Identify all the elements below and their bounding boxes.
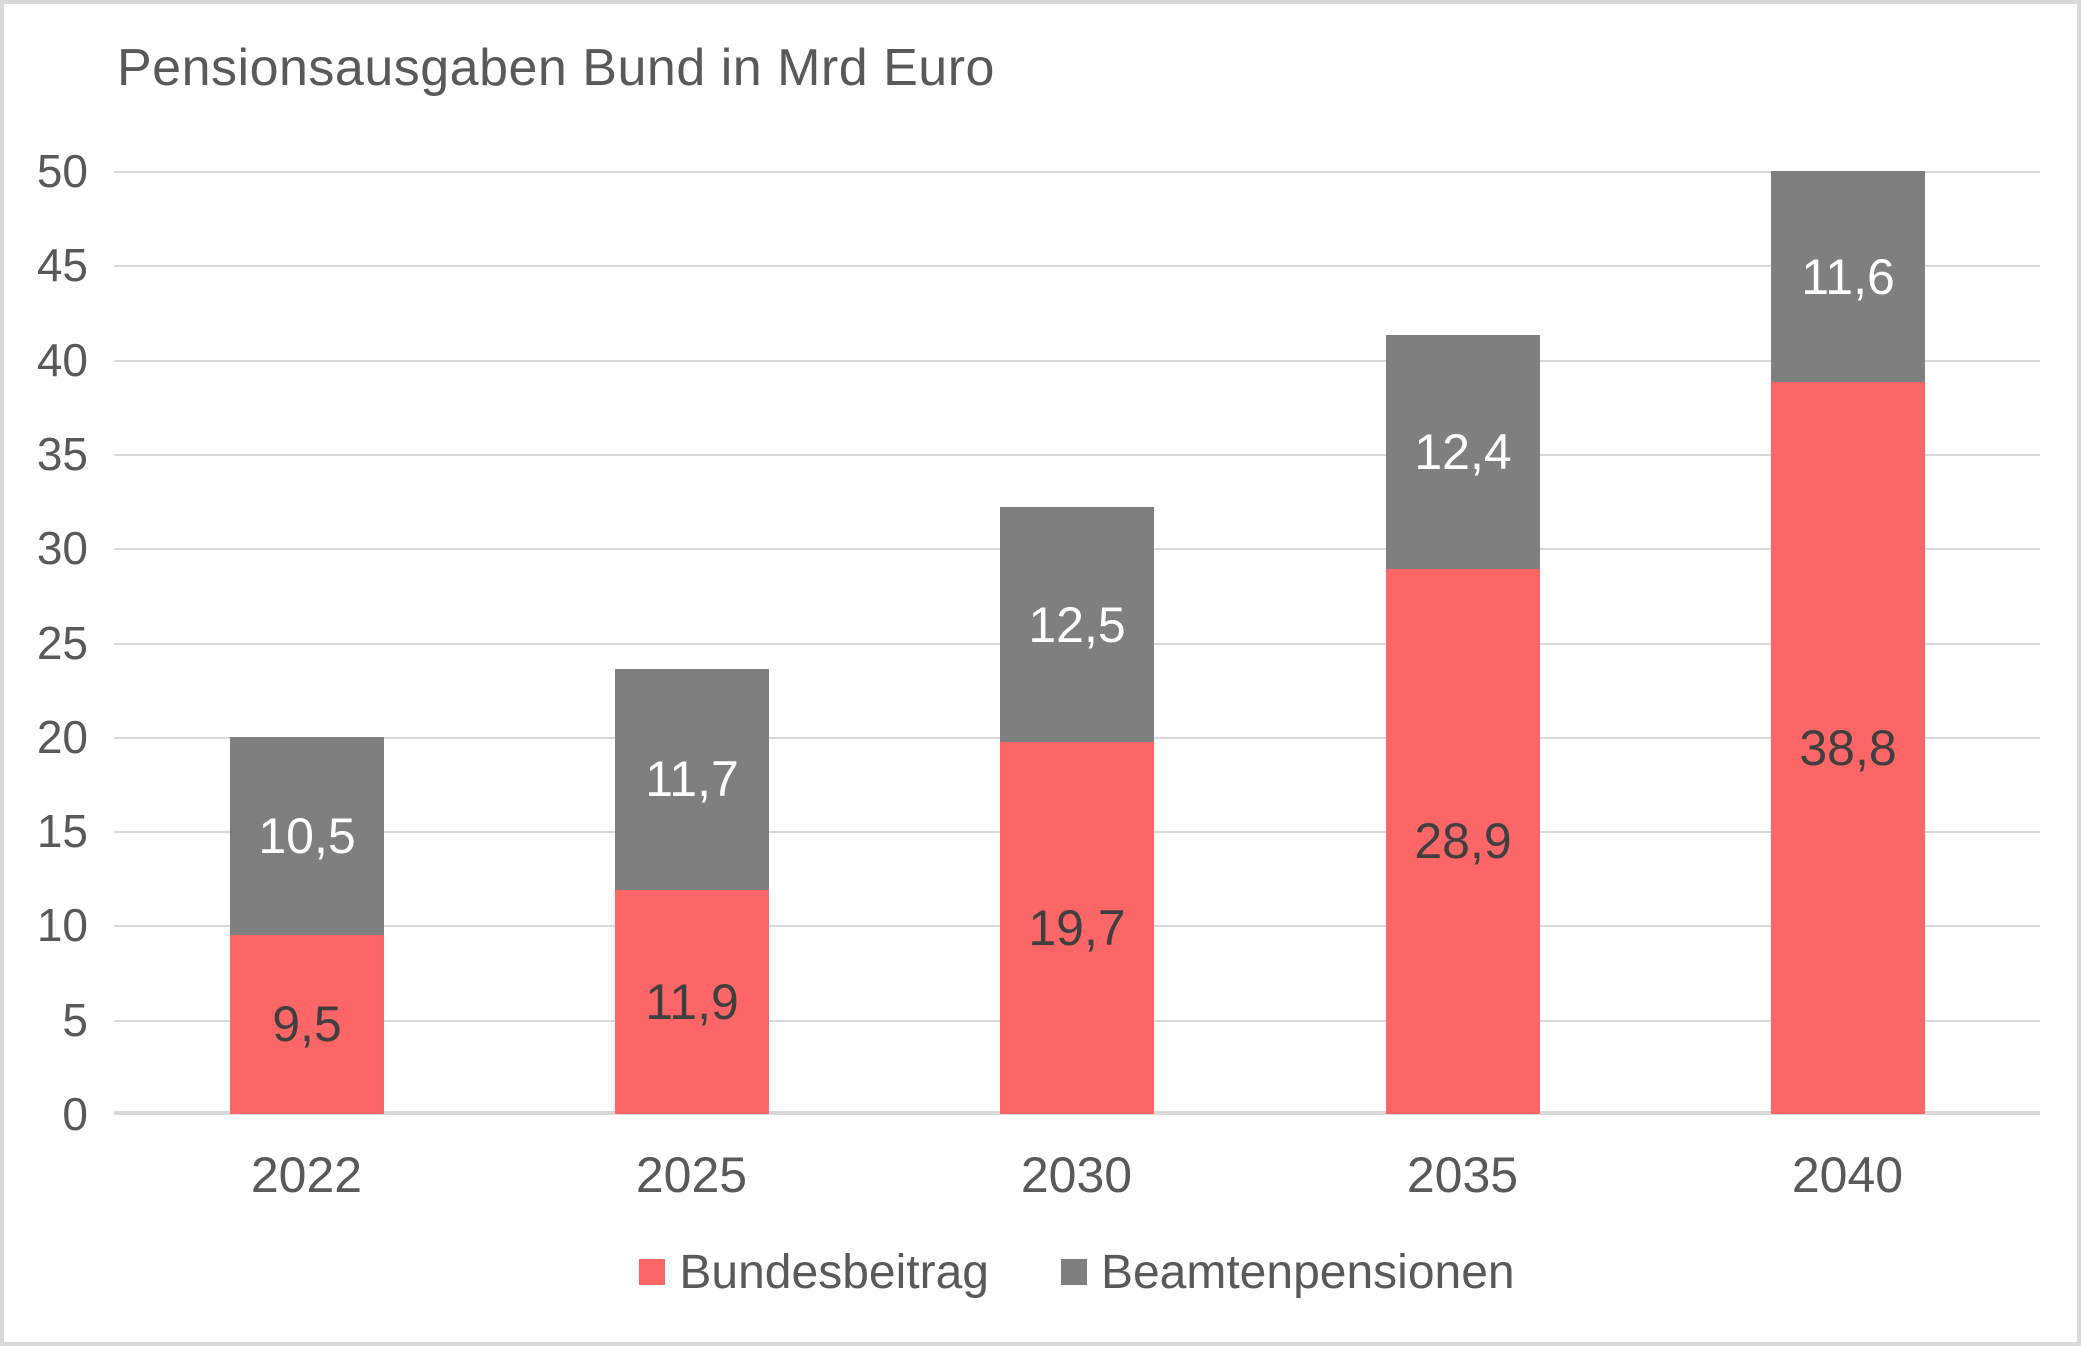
y-tick-label: 5 [62,994,88,1046]
bar-slot-2022: 9,5 10,5 [114,171,499,1114]
legend-swatch-icon [639,1259,666,1285]
data-label: 9,5 [272,996,342,1053]
x-axis-label-2035: 2035 [1406,1147,1519,1203]
bar-segment-bundesbeitrag-2030: 19,7 [1000,742,1154,1114]
data-label: 28,9 [1414,813,1512,870]
legend-label: Bundesbeitrag [679,1245,989,1299]
bar-segment-beamtenpensionen-2040: 11,6 [1771,171,1925,383]
bar-segment-bundesbeitrag-2040: 38,8 [1771,382,1925,1114]
bar-slot-2025: 11,9 11,7 [499,171,884,1114]
y-tick-label: 30 [36,522,88,574]
y-tick-label: 15 [36,805,88,857]
y-tick-label: 25 [36,617,88,669]
bar-segment-beamtenpensionen-2025: 11,7 [615,668,769,890]
bar-slot-2035: 28,9 12,4 [1270,171,1655,1114]
bar-slot-2030: 19,7 12,5 [884,171,1269,1114]
data-label: 11,6 [1801,248,1895,305]
x-axis-label-2040: 2040 [1791,1147,1904,1203]
gridline [114,171,2040,173]
x-axis-label-2025: 2025 [635,1147,748,1203]
bar-segment-bundesbeitrag-2025: 11,9 [615,889,769,1114]
bar-segment-bundesbeitrag-2035: 28,9 [1386,568,1540,1114]
gridline [114,454,2040,456]
legend-label: Beamtenpensionen [1100,1245,1515,1299]
legend-swatch-icon [1060,1259,1087,1285]
bar-segment-bundesbeitrag-2022: 9,5 [230,934,384,1114]
y-tick-label: 10 [36,899,88,951]
bar-segment-beamtenpensionen-2030: 12,5 [1000,506,1154,743]
x-axis-label-2022: 2022 [250,1147,363,1203]
y-tick-label: 40 [36,334,88,386]
x-axis-label-2030: 2030 [1020,1147,1133,1203]
bar-segment-beamtenpensionen-2022: 10,5 [230,736,384,935]
y-tick-label: 45 [36,239,88,291]
legend-item-bundesbeitrag: Bundesbeitrag [639,1245,989,1300]
y-tick-label: 35 [36,428,88,480]
data-label: 10,5 [258,807,356,864]
y-tick-label: 50 [36,145,88,197]
legend: Bundesbeitrag Beamtenpensionen [114,1242,2040,1302]
data-label: 12,5 [1028,596,1126,653]
y-tick-label: 0 [62,1088,88,1140]
data-label: 12,4 [1414,424,1512,481]
gridline [114,360,2040,362]
bar-segment-beamtenpensionen-2035: 12,4 [1386,335,1540,569]
data-label: 19,7 [1028,900,1126,957]
data-label: 11,7 [645,751,739,808]
y-tick-label: 20 [36,711,88,763]
gridline [114,265,2040,267]
bar-slot-2040: 38,8 11,6 [1655,171,2040,1114]
data-label: 11,9 [645,973,739,1030]
chart-title: Pensionsausgaben Bund in Mrd Euro [117,39,995,97]
data-label: 38,8 [1799,720,1897,777]
plot-area: 9,5 10,5 11,9 11,7 19,7 12,5 28,9 12,4 38,8 11,6 [114,171,2040,1115]
legend-item-beamtenpensionen: Beamtenpensionen [1060,1245,1515,1300]
